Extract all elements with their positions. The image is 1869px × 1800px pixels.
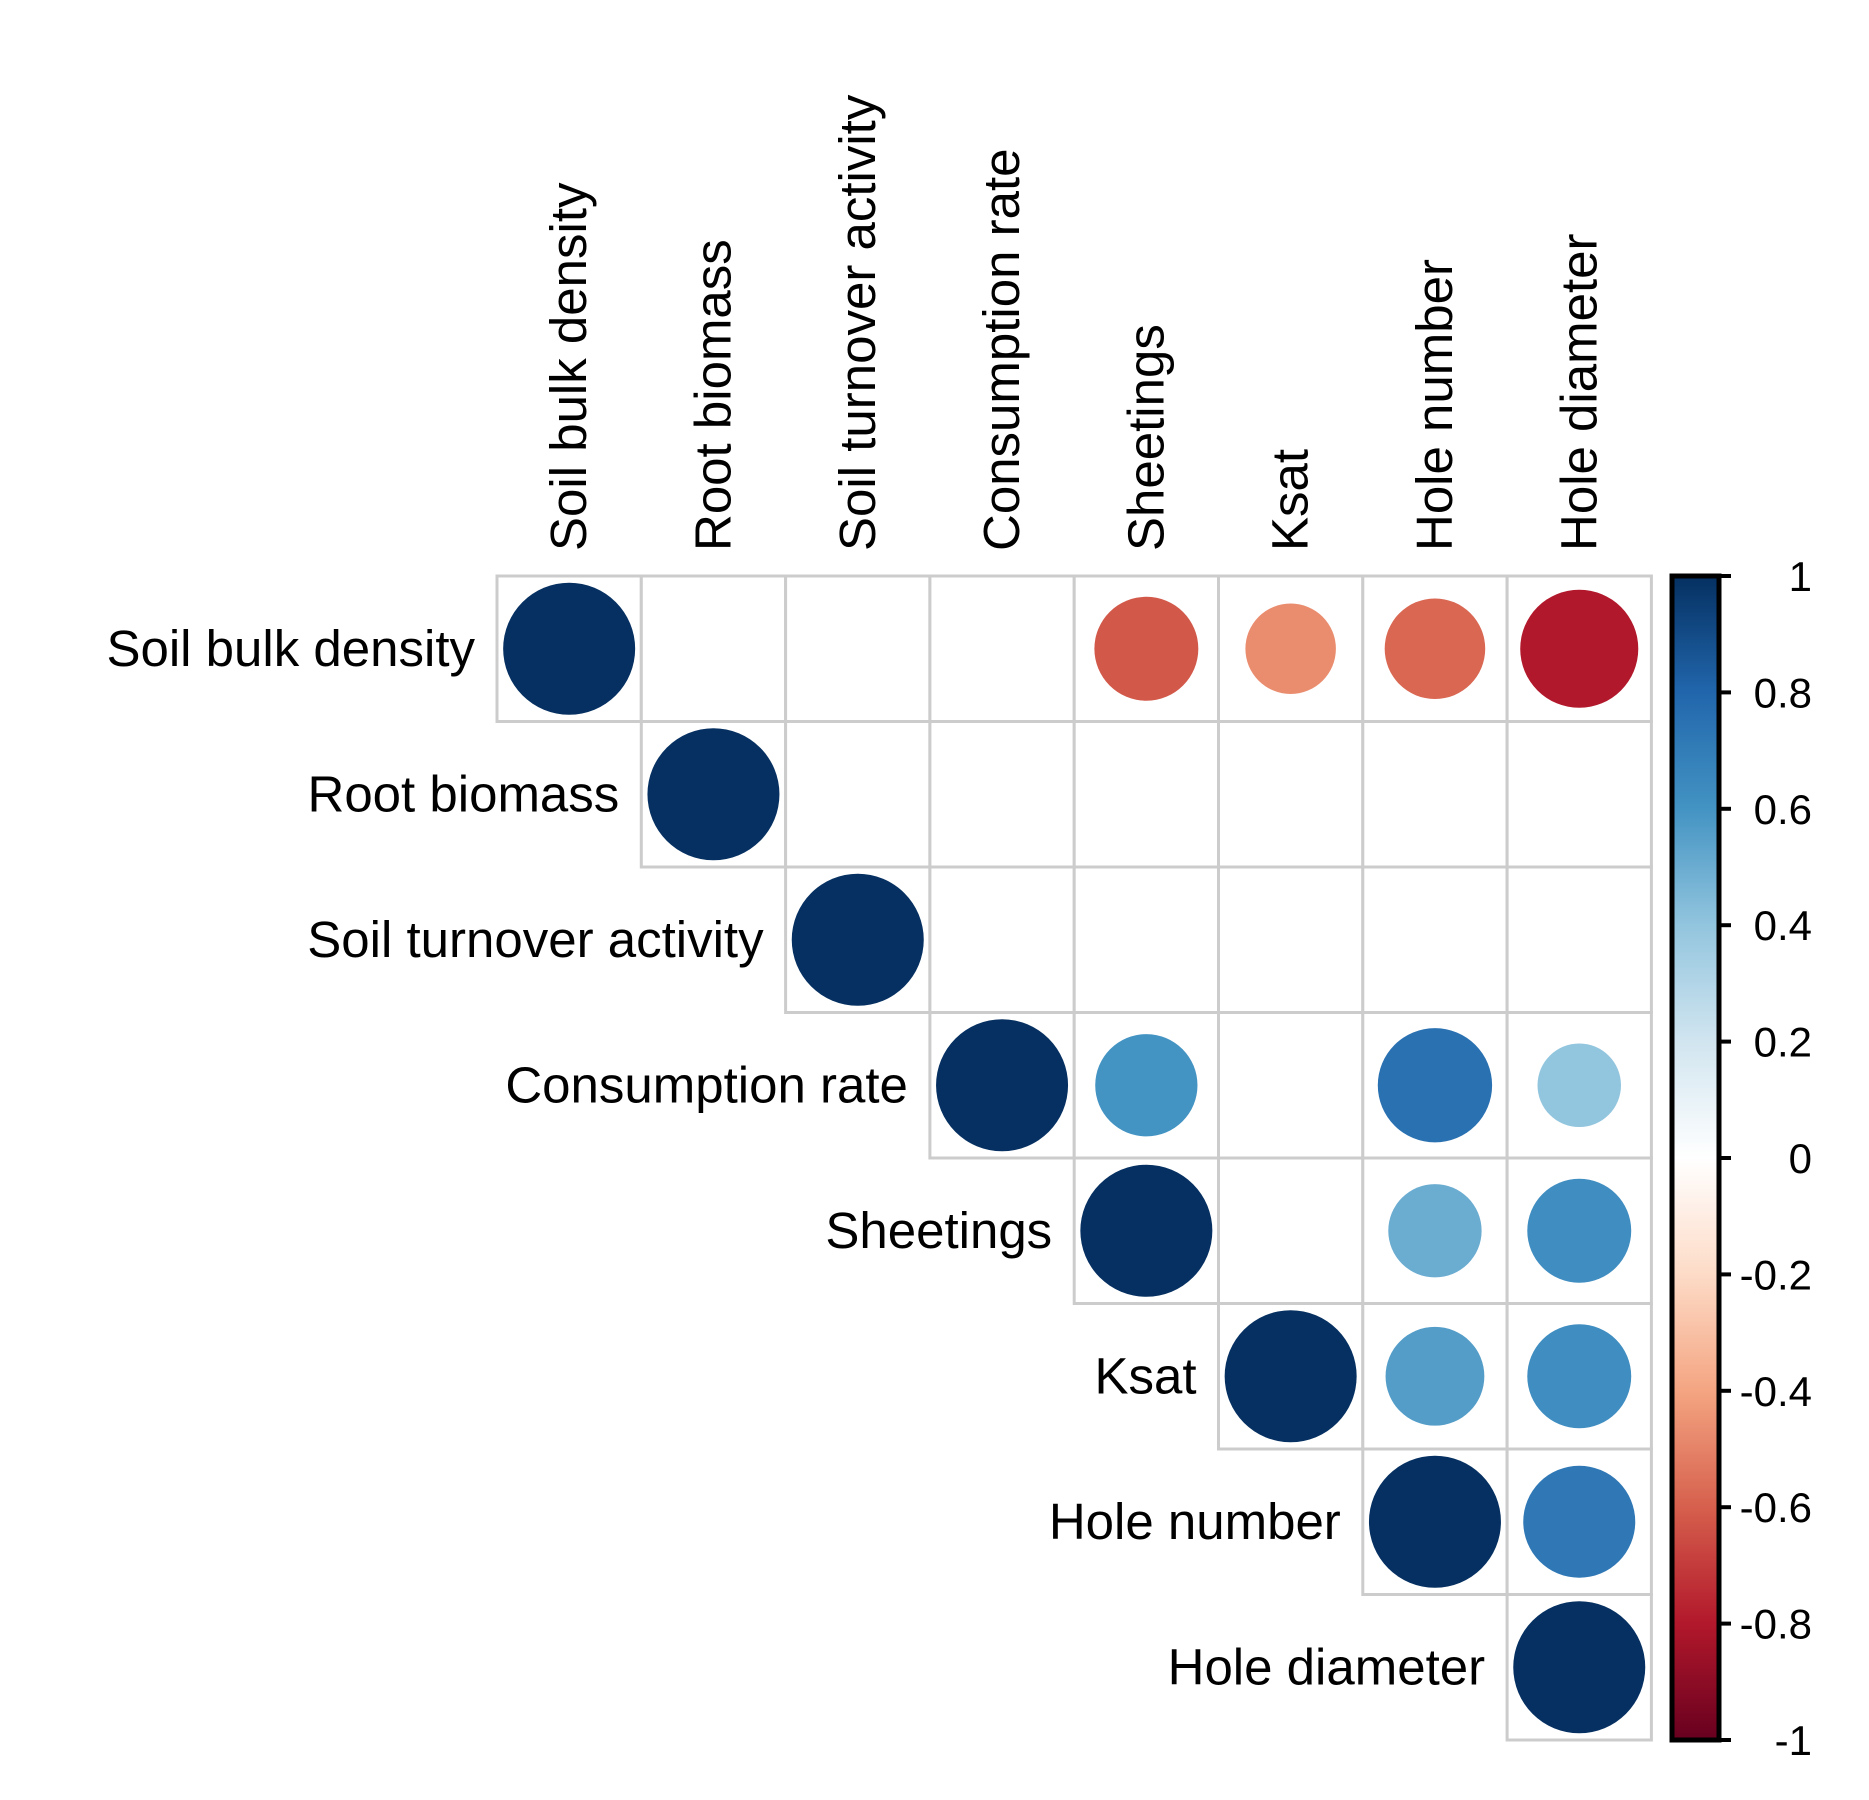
correlation-circle [1377,1028,1493,1143]
grid-cell [784,720,932,869]
grid-cell [784,574,932,723]
grid-cell [639,574,788,723]
colorbar-tick-label: 0 [1789,1135,1812,1182]
row-label: Sheetings [825,1202,1052,1259]
correlation-circle [1384,598,1486,700]
column-label: Sheetings [1117,324,1174,551]
correlation-circle [1527,1324,1632,1429]
correlation-circle [1095,1034,1198,1137]
colorbar-tick-label: 0.8 [1754,669,1812,716]
column-label: Consumption rate [973,148,1030,551]
column-label: Ksat [1262,449,1319,551]
grid-cell [1072,865,1220,1014]
grid-cell [1072,720,1220,869]
grid-cell [1505,720,1653,869]
correlation-circle [791,873,924,1006]
colorbar-tick-label: 0.2 [1754,1019,1812,1066]
colorbar-tick-label: 0.6 [1754,786,1812,833]
grid-cell [1361,865,1509,1014]
grid-cell [1505,865,1653,1014]
correlation-circle [1368,1455,1501,1588]
colorbar-tick-label: -0.6 [1740,1484,1812,1531]
correlation-circle [1388,1184,1482,1278]
column-label: Hole diameter [1550,234,1607,551]
column-label: Hole number [1406,259,1463,551]
correlation-circle [1224,1310,1357,1443]
correlation-circle [1520,589,1639,708]
row-label: Ksat [1094,1347,1196,1404]
colorbar-gradient [1669,573,1722,1743]
grid-cell [928,865,1076,1014]
correlation-circle [936,1019,1069,1152]
grid-cell [928,720,1076,869]
correlation-circle [503,582,636,715]
correlation-circle [1094,596,1199,701]
grid-cell [1217,1156,1365,1305]
colorbar-tick-label: -0.8 [1740,1601,1812,1648]
colorbar-tick-label: -0.2 [1740,1251,1812,1298]
correlation-circle [1385,1326,1485,1426]
column-label: Soil turnover activity [829,94,886,551]
grid-cell [928,574,1076,723]
column-label: Root biomass [684,239,741,551]
row-label: Soil turnover activity [307,911,764,968]
row-label: Consumption rate [505,1056,908,1113]
correlation-circle [1523,1465,1636,1578]
grid-cell [1217,1011,1365,1160]
row-label: Hole diameter [1168,1638,1485,1695]
row-label: Hole number [1049,1493,1341,1550]
row-label: Root biomass [307,765,619,822]
correlation-circle [1513,1601,1646,1734]
correlation-circle [1527,1178,1632,1283]
row-label: Soil bulk density [106,620,475,677]
colorbar-tick-label: -0.4 [1740,1368,1812,1415]
column-label: Soil bulk density [540,182,597,551]
grid-cell [1217,865,1365,1014]
colorbar-tick-label: 0.4 [1754,902,1812,949]
colorbar-tick-label: 1 [1789,553,1812,600]
grid-cell [1217,720,1365,869]
correlation-circle [647,728,780,861]
correlation-circle [1080,1164,1213,1297]
correlation-circle [1537,1043,1621,1127]
colorbar-tick-label: -1 [1775,1717,1812,1764]
grid-cell [1361,720,1509,869]
correlation-circle [1245,603,1336,694]
